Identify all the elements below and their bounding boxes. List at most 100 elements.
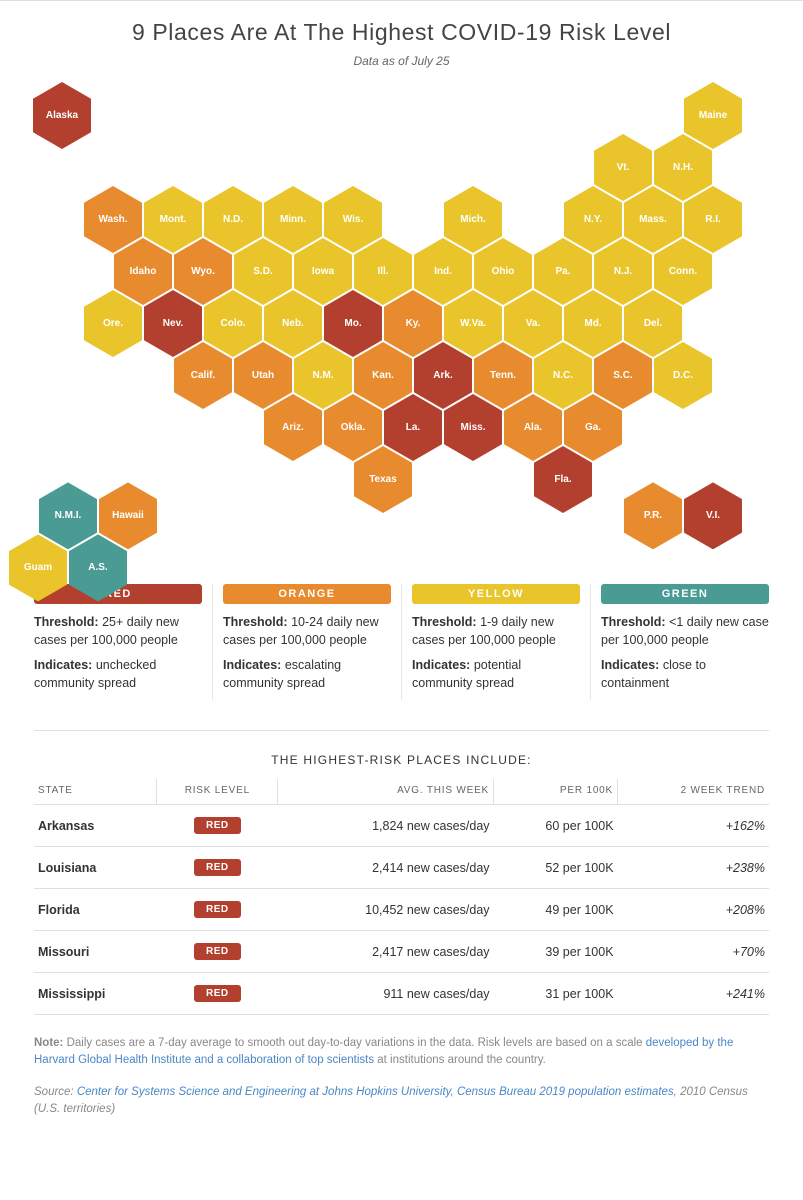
legend-threshold: Threshold: <1 daily new case per 100,000… [601, 614, 769, 649]
cell-state: Louisiana [34, 847, 157, 889]
hex-state[interactable]: N.M.I. [39, 482, 97, 549]
hex-state[interactable]: Colo. [204, 290, 262, 357]
hex-state[interactable]: Wis. [324, 186, 382, 253]
legend-col: YELLOW Threshold: 1-9 daily new cases per… [402, 584, 591, 700]
hex-state[interactable]: S.C. [594, 342, 652, 409]
hex-state[interactable]: Ill. [354, 238, 412, 305]
footnote: Note: Daily cases are a 7-day average to… [34, 1035, 769, 1070]
hex-state[interactable]: N.H. [654, 134, 712, 201]
hex-state[interactable]: Maine [684, 82, 742, 149]
hex-state[interactable]: N.D. [204, 186, 262, 253]
hex-state[interactable]: N.J. [594, 238, 652, 305]
table-col-header: AVG. THIS WEEK [278, 779, 494, 805]
legend-indicates: Indicates: unchecked community spread [34, 657, 202, 692]
hex-state[interactable]: Ga. [564, 394, 622, 461]
hex-state[interactable]: Mich. [444, 186, 502, 253]
hex-state[interactable]: Ore. [84, 290, 142, 357]
page-title: 9 Places Are At The Highest COVID-19 Ris… [34, 19, 769, 46]
legend-badge: YELLOW [412, 584, 580, 604]
source-link-census[interactable]: Census Bureau 2019 population estimates [457, 1086, 674, 1098]
table-row: MississippiRED911 new cases/day31 per 10… [34, 973, 769, 1015]
cell-risk: RED [157, 931, 278, 973]
hex-state[interactable]: Miss. [444, 394, 502, 461]
hex-state[interactable]: Nev. [144, 290, 202, 357]
table-title: THE HIGHEST-RISK PLACES INCLUDE: [34, 753, 769, 767]
cell-state: Florida [34, 889, 157, 931]
hex-state[interactable]: R.I. [684, 186, 742, 253]
legend-indicates: Indicates: potential community spread [412, 657, 580, 692]
hex-state[interactable]: N.C. [534, 342, 592, 409]
cell-risk: RED [157, 847, 278, 889]
hex-state[interactable]: Ariz. [264, 394, 322, 461]
source-prefix: Source: [34, 1086, 77, 1098]
hex-state[interactable]: Mass. [624, 186, 682, 253]
cell-per100k: 52 per 100K [494, 847, 618, 889]
hex-state[interactable]: La. [384, 394, 442, 461]
hex-state[interactable]: Mont. [144, 186, 202, 253]
hex-state[interactable]: S.D. [234, 238, 292, 305]
cell-avg: 10,452 new cases/day [278, 889, 494, 931]
hex-state[interactable]: Wash. [84, 186, 142, 253]
legend-badge: GREEN [601, 584, 769, 604]
hex-state[interactable]: Md. [564, 290, 622, 357]
hex-state[interactable]: P.R. [624, 482, 682, 549]
hex-state[interactable]: Alaska [33, 82, 91, 149]
hex-state[interactable]: Mo. [324, 290, 382, 357]
hex-state[interactable]: N.M. [294, 342, 352, 409]
table-col-header: 2 WEEK TREND [618, 779, 769, 805]
hex-state[interactable]: Okla. [324, 394, 382, 461]
cell-state: Arkansas [34, 805, 157, 847]
cell-state: Mississippi [34, 973, 157, 1015]
hex-state[interactable]: W.Va. [444, 290, 502, 357]
legend-col: REDThreshold: 25+ daily new cases per 10… [34, 584, 213, 700]
hex-state[interactable]: Kan. [354, 342, 412, 409]
cell-trend: +241% [618, 973, 769, 1015]
legend-indicates: Indicates: escalating community spread [223, 657, 391, 692]
hex-state[interactable]: Texas [354, 446, 412, 513]
hex-state[interactable]: Tenn. [474, 342, 532, 409]
cell-avg: 911 new cases/day [278, 973, 494, 1015]
hex-state[interactable]: Pa. [534, 238, 592, 305]
table-col-header: PER 100K [494, 779, 618, 805]
high-risk-table: STATERISK LEVELAVG. THIS WEEKPER 100K2 W… [34, 779, 769, 1015]
table-col-header: STATE [34, 779, 157, 805]
hex-state[interactable]: Vt. [594, 134, 652, 201]
hex-state[interactable]: V.I. [684, 482, 742, 549]
risk-pill: RED [194, 901, 241, 918]
hex-state[interactable]: Ark. [414, 342, 472, 409]
risk-legend: REDThreshold: 25+ daily new cases per 10… [34, 584, 769, 700]
footnote-text-after: at institutions around the country. [374, 1054, 546, 1066]
table-row: ArkansasRED1,824 new cases/day60 per 100… [34, 805, 769, 847]
hex-state[interactable]: Minn. [264, 186, 322, 253]
hex-state[interactable]: Utah [234, 342, 292, 409]
hex-state[interactable]: D.C. [654, 342, 712, 409]
hex-state[interactable]: Conn. [654, 238, 712, 305]
risk-pill: RED [194, 943, 241, 960]
hex-state[interactable]: N.Y. [564, 186, 622, 253]
hex-state[interactable]: Hawaii [99, 482, 157, 549]
hex-state[interactable]: Neb. [264, 290, 322, 357]
legend-threshold: Threshold: 10-24 daily new cases per 100… [223, 614, 391, 649]
hex-state[interactable]: Ohio [474, 238, 532, 305]
hex-state[interactable]: Ind. [414, 238, 472, 305]
hex-state[interactable]: Idaho [114, 238, 172, 305]
hex-state[interactable]: Ala. [504, 394, 562, 461]
hex-state[interactable]: Fla. [534, 446, 592, 513]
cell-trend: +208% [618, 889, 769, 931]
hex-state[interactable]: Del. [624, 290, 682, 357]
legend-indicates: Indicates: close to containment [601, 657, 769, 692]
legend-threshold: Threshold: 1-9 daily new cases per 100,0… [412, 614, 580, 649]
source-link-jhu[interactable]: Center for Systems Science and Engineeri… [77, 1086, 451, 1098]
legend-badge: ORANGE [223, 584, 391, 604]
hex-state[interactable]: Va. [504, 290, 562, 357]
hex-state[interactable]: Calif. [174, 342, 232, 409]
hex-state[interactable]: Wyo. [174, 238, 232, 305]
legend-col: GREEN Threshold: <1 daily new case per 10… [591, 584, 769, 700]
cell-per100k: 60 per 100K [494, 805, 618, 847]
hex-state[interactable]: Ky. [384, 290, 442, 357]
cell-state: Missouri [34, 931, 157, 973]
risk-pill: RED [194, 817, 241, 834]
page-subtitle: Data as of July 25 [34, 54, 769, 68]
cell-per100k: 31 per 100K [494, 973, 618, 1015]
hex-state[interactable]: Iowa [294, 238, 352, 305]
